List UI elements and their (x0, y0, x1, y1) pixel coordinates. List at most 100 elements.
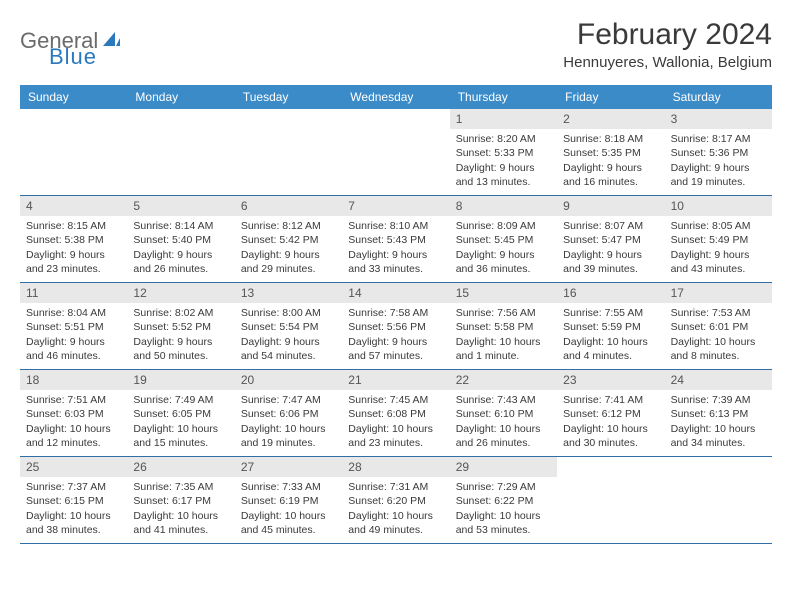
daylight-text: Daylight: 10 hours (133, 422, 228, 436)
calendar-grid: Sunday Monday Tuesday Wednesday Thursday… (20, 85, 772, 544)
week-row: 1 Sunrise: 8:20 AMSunset: 5:33 PM Daylight… (20, 109, 772, 196)
daylight-text: and 50 minutes. (133, 349, 228, 363)
sunset-text: Sunset: 5:33 PM (456, 146, 551, 160)
day-number: 5 (127, 196, 234, 216)
sunset-text: Sunset: 5:59 PM (563, 320, 658, 334)
sunset-text: Sunset: 6:19 PM (241, 494, 336, 508)
sunrise-text: Sunrise: 8:02 AM (133, 306, 228, 320)
day-number: 27 (235, 457, 342, 477)
day-number: 7 (342, 196, 449, 216)
daylight-text: and 38 minutes. (26, 523, 121, 537)
daylight-text: Daylight: 10 hours (671, 335, 766, 349)
sunset-text: Sunset: 5:43 PM (348, 233, 443, 247)
day-number: 16 (557, 283, 664, 303)
week-row: 18Sunrise: 7:51 AMSunset: 6:03 PMDayligh… (20, 370, 772, 457)
daylight-text: and 26 minutes. (456, 436, 551, 450)
day-cell: 8Sunrise: 8:09 AMSunset: 5:45 PMDaylight… (450, 196, 557, 282)
daylight-text: and 43 minutes. (671, 262, 766, 276)
day-number: 29 (450, 457, 557, 477)
sunrise-text: Sunrise: 8:20 AM (456, 132, 551, 146)
sunrise-text: Sunrise: 8:07 AM (563, 219, 658, 233)
sunset-text: Sunset: 6:15 PM (26, 494, 121, 508)
sunset-text: Sunset: 5:35 PM (563, 146, 658, 160)
sunset-text: Sunset: 6:05 PM (133, 407, 228, 421)
day-cell: 12Sunrise: 8:02 AMSunset: 5:52 PMDayligh… (127, 283, 234, 369)
daylight-text: Daylight: 9 hours (26, 335, 121, 349)
daylight-text: Daylight: 9 hours (671, 248, 766, 262)
daylight-text: and 15 minutes. (133, 436, 228, 450)
sunrise-text: Sunrise: 8:12 AM (241, 219, 336, 233)
sunset-text: Sunset: 5:42 PM (241, 233, 336, 247)
day-cell: 26Sunrise: 7:35 AMSunset: 6:17 PMDayligh… (127, 457, 234, 543)
daylight-text: and 45 minutes. (241, 523, 336, 537)
sunrise-text: Sunrise: 8:05 AM (671, 219, 766, 233)
sunrise-text: Sunrise: 8:14 AM (133, 219, 228, 233)
daylight-text: and 33 minutes. (348, 262, 443, 276)
sunset-text: Sunset: 5:36 PM (671, 146, 766, 160)
day-cell: 16Sunrise: 7:55 AMSunset: 5:59 PMDayligh… (557, 283, 664, 369)
daylight-text: Daylight: 9 hours (563, 161, 658, 175)
day-number: 13 (235, 283, 342, 303)
sunrise-text: Sunrise: 7:35 AM (133, 480, 228, 494)
day-cell: 24Sunrise: 7:39 AMSunset: 6:13 PMDayligh… (665, 370, 772, 456)
daylight-text: and 46 minutes. (26, 349, 121, 363)
sunrise-text: Sunrise: 7:37 AM (26, 480, 121, 494)
daylight-text: Daylight: 10 hours (26, 509, 121, 523)
sunrise-text: Sunrise: 7:29 AM (456, 480, 551, 494)
daylight-text: and 16 minutes. (563, 175, 658, 189)
day-number: 22 (450, 370, 557, 390)
day-number: 4 (20, 196, 127, 216)
daylight-text: Daylight: 10 hours (133, 509, 228, 523)
day-cell: 1Sunrise: 8:20 AMSunset: 5:33 PMDaylight… (450, 109, 557, 195)
daylight-text: Daylight: 9 hours (133, 248, 228, 262)
sunrise-text: Sunrise: 7:43 AM (456, 393, 551, 407)
sunset-text: Sunset: 6:08 PM (348, 407, 443, 421)
sunset-text: Sunset: 5:58 PM (456, 320, 551, 334)
day-number: 1 (450, 109, 557, 129)
sunset-text: Sunset: 5:56 PM (348, 320, 443, 334)
daylight-text: and 13 minutes. (456, 175, 551, 189)
sunrise-text: Sunrise: 7:56 AM (456, 306, 551, 320)
day-number: 12 (127, 283, 234, 303)
day-number: 24 (665, 370, 772, 390)
sunset-text: Sunset: 6:22 PM (456, 494, 551, 508)
day-cell: 7Sunrise: 8:10 AMSunset: 5:43 PMDaylight… (342, 196, 449, 282)
weekday-header: Thursday (450, 85, 557, 109)
day-cell: 10Sunrise: 8:05 AMSunset: 5:49 PMDayligh… (665, 196, 772, 282)
sunrise-text: Sunrise: 7:53 AM (671, 306, 766, 320)
day-cell: 23Sunrise: 7:41 AMSunset: 6:12 PMDayligh… (557, 370, 664, 456)
daylight-text: Daylight: 10 hours (241, 509, 336, 523)
daylight-text: and 57 minutes. (348, 349, 443, 363)
weekday-header-row: Sunday Monday Tuesday Wednesday Thursday… (20, 85, 772, 109)
weekday-header: Tuesday (235, 85, 342, 109)
day-number: 26 (127, 457, 234, 477)
sunrise-text: Sunrise: 8:18 AM (563, 132, 658, 146)
daylight-text: and 26 minutes. (133, 262, 228, 276)
sunset-text: Sunset: 6:13 PM (671, 407, 766, 421)
daylight-text: Daylight: 10 hours (348, 422, 443, 436)
sunrise-text: Sunrise: 7:39 AM (671, 393, 766, 407)
sunrise-text: Sunrise: 7:55 AM (563, 306, 658, 320)
sunset-text: Sunset: 6:03 PM (26, 407, 121, 421)
daylight-text: and 12 minutes. (26, 436, 121, 450)
day-cell: 21Sunrise: 7:45 AMSunset: 6:08 PMDayligh… (342, 370, 449, 456)
sunrise-text: Sunrise: 8:09 AM (456, 219, 551, 233)
sunrise-text: Sunrise: 8:17 AM (671, 132, 766, 146)
daylight-text: and 8 minutes. (671, 349, 766, 363)
day-cell: 2Sunrise: 8:18 AMSunset: 5:35 PMDaylight… (557, 109, 664, 195)
day-number: 3 (665, 109, 772, 129)
sunset-text: Sunset: 5:47 PM (563, 233, 658, 247)
daylight-text: Daylight: 9 hours (348, 335, 443, 349)
day-cell: 25Sunrise: 7:37 AMSunset: 6:15 PMDayligh… (20, 457, 127, 543)
sunset-text: Sunset: 6:01 PM (671, 320, 766, 334)
empty-cell (665, 457, 772, 543)
daylight-text: Daylight: 9 hours (563, 248, 658, 262)
sunset-text: Sunset: 5:45 PM (456, 233, 551, 247)
day-cell: 3Sunrise: 8:17 AMSunset: 5:36 PMDaylight… (665, 109, 772, 195)
daylight-text: and 23 minutes. (26, 262, 121, 276)
sunrise-text: Sunrise: 7:31 AM (348, 480, 443, 494)
daylight-text: and 4 minutes. (563, 349, 658, 363)
daylight-text: Daylight: 10 hours (26, 422, 121, 436)
sunset-text: Sunset: 6:10 PM (456, 407, 551, 421)
daylight-text: and 53 minutes. (456, 523, 551, 537)
